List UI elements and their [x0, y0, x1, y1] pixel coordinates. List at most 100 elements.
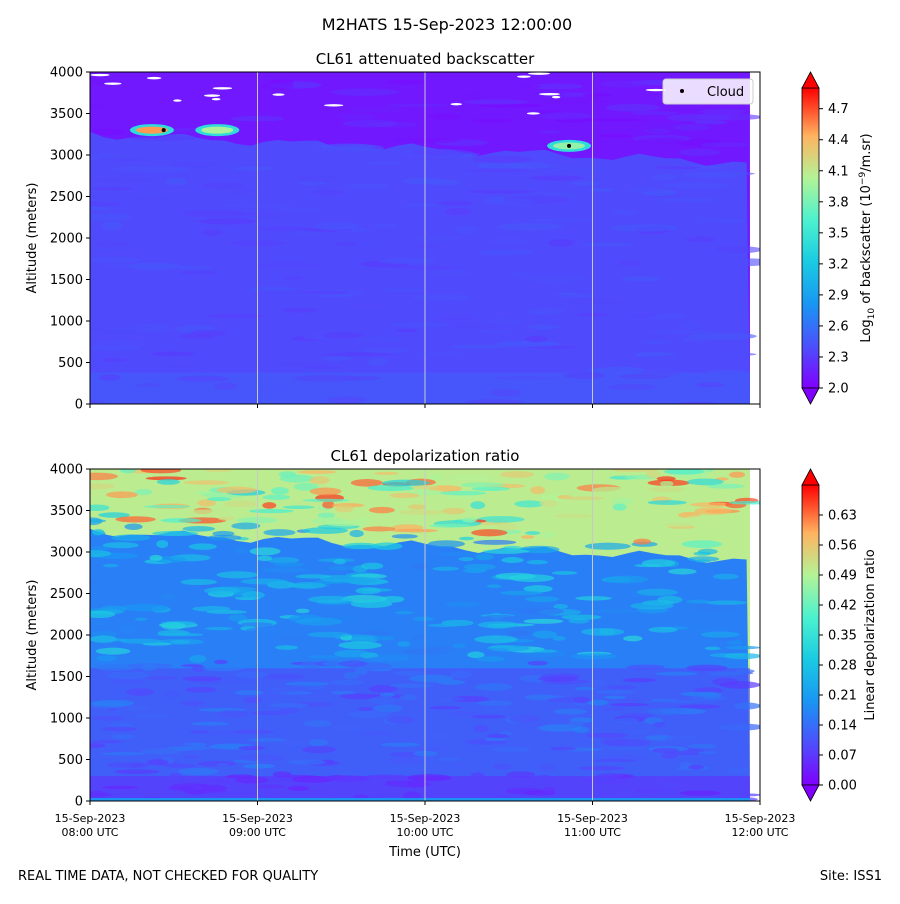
texture-patch — [520, 84, 542, 89]
texture-patch — [415, 242, 444, 248]
texture-patch — [550, 746, 577, 751]
no-data-speck — [539, 92, 560, 96]
texture-patch — [269, 686, 296, 694]
texture-patch — [612, 210, 640, 215]
texture-patch — [189, 654, 207, 663]
texture-patch — [622, 677, 657, 683]
texture-patch — [427, 623, 460, 628]
texture-patch — [218, 516, 235, 521]
y-tick-label: 4000 — [50, 66, 83, 81]
texture-patch — [527, 324, 560, 330]
texture-patch — [501, 557, 524, 564]
texture-patch — [207, 534, 242, 541]
texture-patch — [325, 520, 367, 527]
texture-patch — [145, 569, 178, 573]
texture-patch — [355, 587, 381, 595]
texture-patch — [121, 603, 169, 612]
texture-patch — [473, 539, 517, 545]
texture-patch — [631, 313, 658, 318]
texture-patch — [216, 486, 257, 494]
texture-patch — [100, 315, 148, 319]
texture-patch — [401, 648, 431, 654]
texture-patch — [317, 512, 336, 519]
texture-patch — [237, 212, 292, 219]
x-tick-date: 15-Sep-2023 — [725, 812, 796, 825]
depolarization-title: CL61 depolarization ratio — [331, 447, 520, 465]
texture-patch — [320, 356, 352, 361]
texture-patch — [570, 181, 600, 186]
texture-patch — [309, 476, 330, 485]
texture-patch — [389, 492, 420, 499]
texture-patch — [150, 351, 195, 357]
texture-patch — [102, 726, 138, 732]
texture-patch — [308, 595, 352, 604]
texture-patch — [180, 602, 210, 608]
colorbar-tick-label: 0.07 — [828, 749, 857, 764]
cloud-legend[interactable]: Cloud — [662, 78, 754, 105]
texture-patch — [94, 663, 136, 671]
texture-patch — [205, 609, 248, 614]
texture-patch — [302, 498, 350, 503]
texture-patch — [331, 88, 400, 96]
texture-patch — [471, 155, 533, 164]
texture-patch — [152, 530, 199, 537]
texture-patch — [114, 769, 160, 775]
texture-patch — [497, 523, 518, 531]
texture-patch — [340, 693, 380, 700]
texture-patch — [224, 202, 292, 209]
texture-patch — [202, 181, 245, 190]
texture-patch — [294, 375, 359, 382]
texture-patch — [146, 759, 169, 766]
texture-patch — [112, 678, 145, 685]
texture-patch — [708, 258, 760, 267]
texture-patch — [734, 669, 755, 674]
texture-patch — [204, 469, 233, 473]
texture-patch — [678, 148, 721, 156]
texture-patch — [530, 175, 585, 181]
texture-patch — [508, 714, 541, 723]
texture-patch — [219, 676, 257, 685]
texture-patch — [225, 774, 256, 779]
texture-patch — [125, 688, 155, 696]
y-tick-label: 1500 — [50, 670, 83, 685]
texture-patch — [103, 748, 120, 753]
texture-patch — [429, 523, 471, 528]
texture-patch — [507, 630, 531, 637]
texture-patch — [410, 564, 429, 570]
texture-patch — [334, 504, 354, 513]
x-tick-date: 15-Sep-2023 — [55, 812, 126, 825]
no-data-speck — [212, 87, 233, 90]
texture-patch — [559, 292, 580, 296]
texture-patch — [733, 702, 760, 710]
texture-patch — [368, 506, 395, 514]
texture-patch — [444, 207, 472, 216]
texture-patch — [631, 111, 679, 116]
texture-patch — [438, 314, 477, 321]
texture-patch — [660, 480, 674, 487]
texture-patch — [627, 186, 664, 192]
texture-patch — [501, 198, 536, 207]
texture-patch — [249, 547, 281, 556]
no-data-speck — [146, 76, 162, 80]
colorbar-tick-label: 0.14 — [828, 719, 857, 734]
texture-patch — [592, 678, 606, 687]
texture-patch — [238, 745, 266, 751]
texture-patch — [551, 571, 578, 575]
cloud-legend-marker — [680, 89, 684, 93]
texture-patch — [91, 187, 135, 191]
colorbar-tick-label: 4.4 — [828, 133, 849, 148]
texture-patch — [657, 595, 683, 604]
texture-patch — [651, 747, 680, 753]
texture-patch — [98, 374, 121, 381]
texture-patch — [474, 683, 512, 691]
texture-patch — [102, 542, 139, 549]
texture-patch — [190, 721, 230, 726]
no-data-speck — [526, 112, 540, 115]
texture-patch — [236, 516, 278, 524]
texture-patch — [143, 504, 191, 509]
texture-patch — [525, 335, 548, 343]
texture-patch — [450, 670, 473, 679]
texture-patch — [263, 529, 296, 536]
texture-patch — [648, 626, 678, 633]
texture-patch — [235, 776, 269, 784]
